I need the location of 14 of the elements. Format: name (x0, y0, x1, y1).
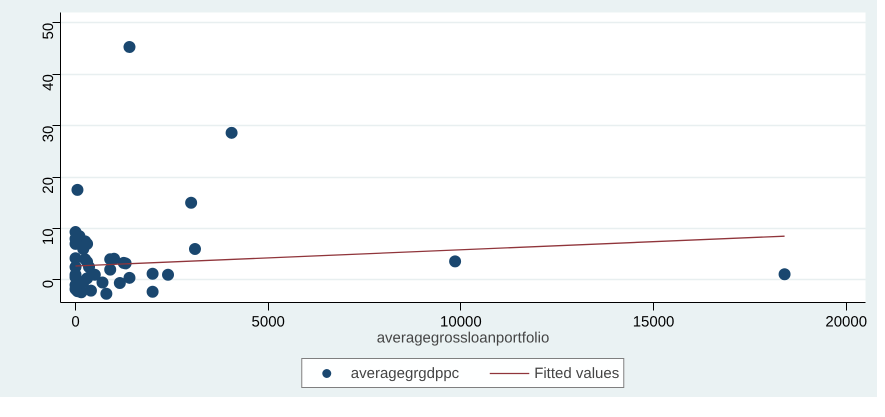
y-tick-label: 50 (40, 22, 57, 40)
x-axis-title: averagegrossloanportfolio (376, 330, 550, 346)
legend-label: averagegrgdppc (350, 364, 460, 382)
x-tick-label: 15000 (632, 314, 674, 330)
x-tick-label: 10000 (440, 314, 482, 330)
legend-label: Fitted values (534, 364, 620, 382)
y-tick-label: 30 (40, 126, 57, 142)
y-tick-label: 0 (40, 280, 57, 288)
y-tick-label: 10 (40, 228, 57, 246)
x-tick-label: 5000 (252, 314, 285, 330)
x-tick-label: 0 (71, 314, 80, 330)
y-tick-label: 40 (40, 74, 57, 91)
x-tick-label: 20000 (825, 314, 868, 330)
y-tick-label: 20 (40, 177, 57, 194)
